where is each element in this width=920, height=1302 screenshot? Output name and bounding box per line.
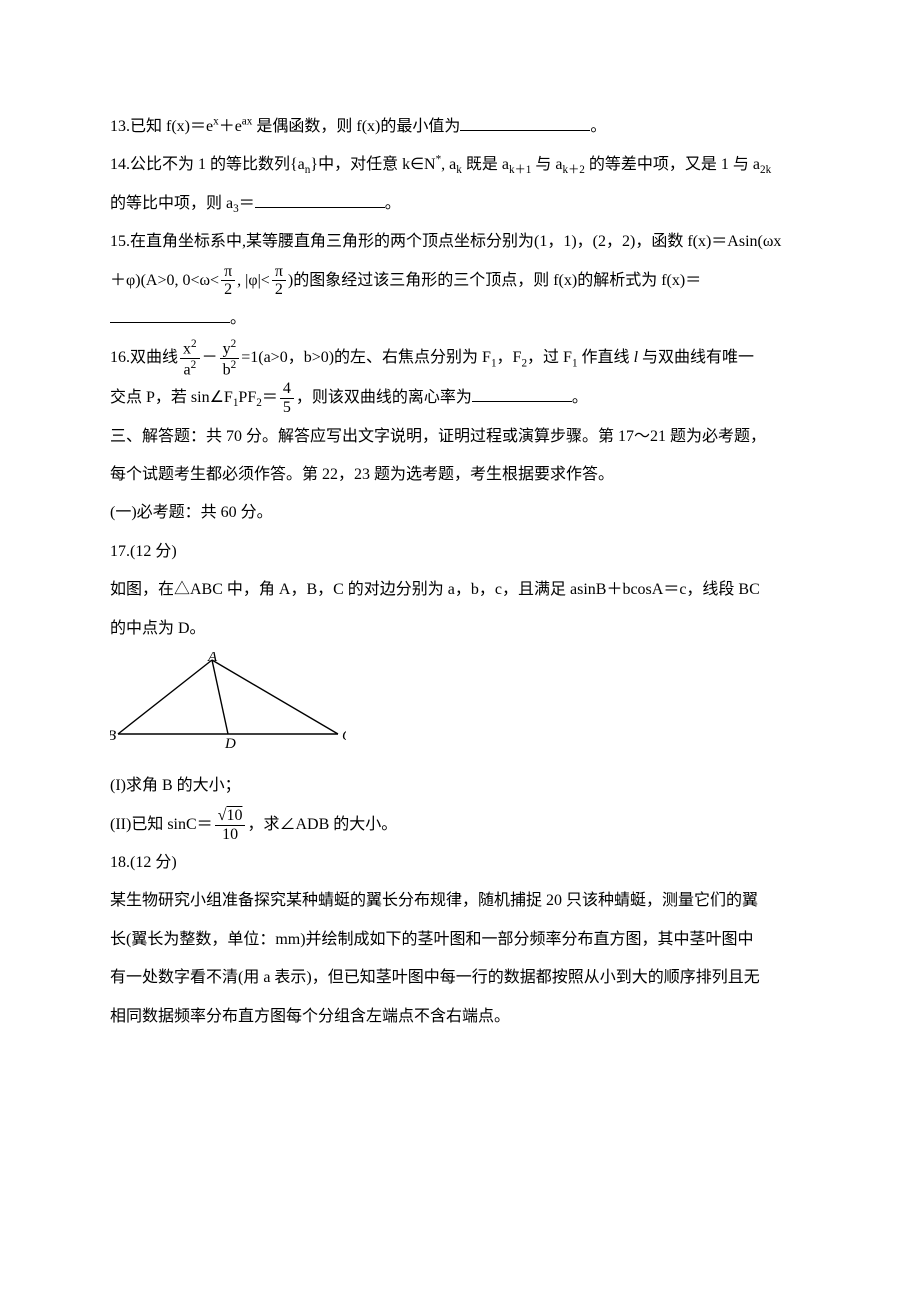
- q14-blank: [255, 190, 385, 208]
- question-17-part2: (II)已知 sinC＝√1010，求∠ADB 的大小。: [110, 806, 810, 844]
- q14-l1-d-sub: k＋1: [509, 165, 531, 177]
- question-16-line2: 交点 P，若 sin∠F1PF2＝45，则该双曲线的离心率为。: [110, 379, 810, 417]
- q16-l1-f: 作直线: [578, 349, 634, 366]
- question-13: 13.已知 f(x)＝ex＋eax 是偶函数，则 f(x)的最小值为。: [110, 108, 810, 146]
- q13-text-c: 是偶函数，则 f(x)的最小值为: [252, 118, 460, 135]
- q17-frac-den: 10: [215, 825, 246, 844]
- q16-l1-b: －: [202, 349, 218, 366]
- q16-frac2-den: b2: [220, 358, 240, 379]
- q14-l1-c: , a: [441, 156, 456, 173]
- q16-frac-3: 45: [280, 380, 294, 416]
- question-17-part1: (I)求角 B 的大小；: [110, 767, 810, 805]
- q15-l2-a: ＋φ)(A>0, 0<ω<: [110, 272, 219, 289]
- q16-suffix: 。: [572, 389, 588, 406]
- q15-frac1-num: π: [221, 263, 235, 281]
- page-content: 13.已知 f(x)＝ex＋eax 是偶函数，则 f(x)的最小值为。 14.公…: [0, 0, 920, 1116]
- q16-frac2-den-sup: 2: [231, 359, 237, 371]
- q15-frac2-den: 2: [272, 280, 286, 299]
- q14-l2-a: 的等比中项，则 a: [110, 195, 233, 212]
- q16-l1-c: =1(a>0，b>0)的左、右焦点分别为 F: [241, 349, 491, 366]
- q15-l2-b: , |φ|<: [237, 272, 270, 289]
- question-15-line1: 15.在直角坐标系中,某等腰直角三角形的两个顶点坐标分别为(1，1)，(2，2)…: [110, 223, 810, 261]
- q13-text-b: ＋e: [219, 118, 242, 135]
- q15-l2-c: )的图象经过该三角形的三个顶点，则 f(x)的解析式为 f(x)＝: [288, 272, 701, 289]
- svg-text:D: D: [224, 736, 236, 748]
- q13-suffix: 。: [590, 118, 606, 135]
- section-3-line3: (一)必考题：共 60 分。: [110, 494, 810, 532]
- q17-frac-num-sqrt: 10: [226, 807, 242, 824]
- q14-l1-f: 的等差中项，又是 1 与 a: [585, 156, 760, 173]
- q16-blank: [472, 385, 572, 403]
- question-17-line1: 如图，在△ABC 中，角 A，B，C 的对边分别为 a，b，c，且满足 asin…: [110, 571, 810, 609]
- q15-l1: 15.在直角坐标系中,某等腰直角三角形的两个顶点坐标分别为(1，1)，(2，2)…: [110, 233, 781, 250]
- q13-blank: [460, 113, 590, 131]
- q14-suffix: 。: [385, 195, 401, 212]
- q17-frac-num: √10: [215, 807, 246, 825]
- svg-text:B: B: [110, 728, 116, 744]
- q17-p2-a: (II)已知 sinC＝: [110, 816, 213, 833]
- q14-l1-e: 与 a: [531, 156, 562, 173]
- question-14-line1: 14.公比不为 1 的等比数列{an}中，对任意 k∈N*, ak 既是 ak＋…: [110, 146, 810, 184]
- q16-frac1-den-sup: 2: [191, 359, 197, 371]
- q17-frac: √1010: [215, 807, 246, 843]
- q16-l2-c: ＝: [262, 389, 278, 406]
- q16-frac2-num-sup: 2: [231, 338, 237, 350]
- q16-frac1-num: x2: [180, 338, 200, 358]
- question-18-header: 18.(12 分): [110, 844, 810, 882]
- q14-l1-a: 14.公比不为 1 的等比数列{a: [110, 156, 305, 173]
- q15-frac1-den: 2: [221, 280, 235, 299]
- q16-l1-e: ，过 F: [527, 349, 572, 366]
- q16-frac1-num-sup: 2: [191, 338, 197, 350]
- q15-blank: [110, 305, 230, 323]
- svg-text:C: C: [342, 728, 346, 744]
- q16-frac2-num: y2: [220, 338, 240, 358]
- q16-frac3-den: 5: [280, 398, 294, 417]
- q16-frac3-num: 4: [280, 380, 294, 398]
- q15-frac-2: π2: [272, 263, 286, 299]
- question-16-line1: 16.双曲线x2a2－y2b2=1(a>0，b>0)的左、右焦点分别为 F1，F…: [110, 338, 810, 379]
- q15-suffix: 。: [230, 310, 246, 327]
- svg-text:A: A: [207, 652, 218, 665]
- q13-sup-2: ax: [242, 116, 253, 128]
- section-3-line1: 三、解答题：共 70 分。解答应写出文字说明，证明过程或演算步骤。第 17～21…: [110, 418, 810, 456]
- q16-l1-a: 16.双曲线: [110, 349, 178, 366]
- q14-l1-e-sub: k＋2: [562, 165, 584, 177]
- q14-l1-f-sub: 2k: [760, 165, 771, 177]
- q15-frac-1: π2: [221, 263, 235, 299]
- q16-l2-b: PF: [238, 389, 256, 406]
- q16-frac1-num-base: x: [183, 341, 191, 358]
- triangle-diagram: A B C D: [110, 652, 810, 763]
- q16-l1-d: ，F: [497, 349, 522, 366]
- section-3-line2: 每个试题考生都必须作答。第 22，23 题为选考题，考生根据要求作答。: [110, 456, 810, 494]
- q16-frac2-num-base: y: [223, 341, 231, 358]
- question-18-line4: 相同数据频率分布直方图每个分组含左端点不含右端点。: [110, 998, 810, 1036]
- question-17-header: 17.(12 分): [110, 533, 810, 571]
- question-17-line2: 的中点为 D。: [110, 610, 810, 648]
- q14-l1-d: 既是 a: [462, 156, 509, 173]
- q16-l1-g: 与双曲线有唯一: [638, 349, 754, 366]
- q17-p2-b: ，求∠ADB 的大小。: [247, 816, 397, 833]
- q13-text-a: 13.已知 f(x)＝e: [110, 118, 213, 135]
- q16-l2-d: ，则该双曲线的离心率为: [296, 389, 472, 406]
- q16-frac1-den-base: a: [183, 362, 190, 379]
- question-14-line2: 的等比中项，则 a3＝。: [110, 185, 810, 223]
- question-18-line1: 某生物研究小组准备探究某种蜻蜓的翼长分布规律，随机捕捉 20 只该种蜻蜓，测量它…: [110, 882, 810, 920]
- triangle-svg: A B C D: [110, 652, 346, 748]
- q16-l2-a: 交点 P，若 sin∠F: [110, 389, 233, 406]
- q14-l1-b: }中，对任意 k∈N: [310, 156, 435, 173]
- q16-frac-1: x2a2: [180, 338, 200, 379]
- q14-l2-b: ＝: [239, 195, 255, 212]
- q16-frac1-den: a2: [180, 358, 200, 379]
- q16-frac2-den-base: b: [223, 362, 231, 379]
- question-18-line3: 有一处数字看不清(用 a 表示)，但已知茎叶图中每一行的数据都按照从小到大的顺序…: [110, 959, 810, 997]
- q16-frac-2: y2b2: [220, 338, 240, 379]
- question-18-line2: 长(翼长为整数，单位：mm)并绘制成如下的茎叶图和一部分频率分布直方图，其中茎叶…: [110, 921, 810, 959]
- question-15-line2: ＋φ)(A>0, 0<ω<π2, |φ|<π2)的图象经过该三角形的三个顶点，则…: [110, 262, 810, 339]
- q15-frac2-num: π: [272, 263, 286, 281]
